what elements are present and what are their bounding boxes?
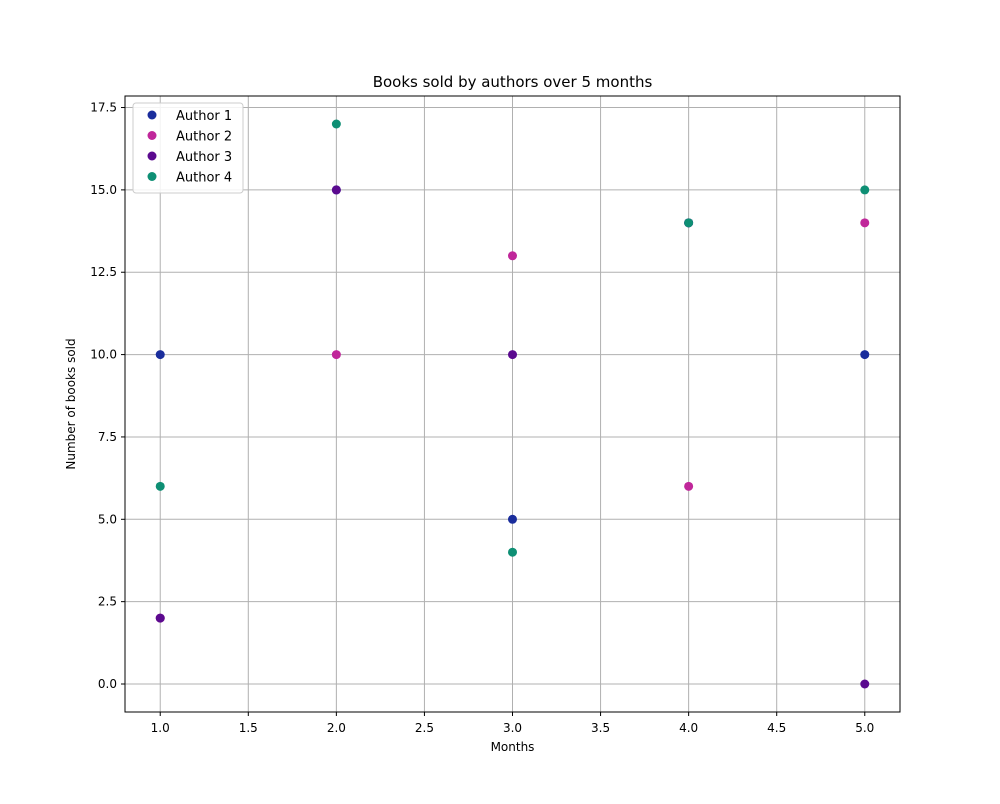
x-tick-label: 3.0 — [503, 721, 522, 735]
data-point — [508, 514, 517, 524]
chart-title: Books sold by authors over 5 months — [373, 73, 653, 91]
data-points — [155, 119, 870, 689]
y-axis-label: Number of books sold — [64, 338, 78, 469]
x-tick-label: 4.0 — [679, 721, 698, 735]
x-tick-label: 1.5 — [239, 721, 258, 735]
y-tick-label: 7.5 — [98, 430, 117, 444]
x-axis-label: Months — [491, 740, 535, 754]
x-tick-label: 5.0 — [855, 721, 874, 735]
legend-marker — [147, 131, 157, 140]
x-tick-label: 2.5 — [415, 721, 434, 735]
data-point — [331, 350, 341, 360]
data-point — [155, 350, 165, 360]
data-point — [508, 251, 517, 261]
x-tick-label: 2.0 — [327, 721, 346, 735]
y-tick-label: 2.5 — [98, 595, 117, 609]
legend-frame — [132, 102, 244, 194]
data-point — [155, 613, 165, 623]
legend: Author 1 Author 2 Author 3 Author 4 — [132, 102, 244, 194]
data-point — [508, 547, 517, 557]
legend-label: Author 1 — [176, 109, 232, 124]
x-tick-label: 4.5 — [767, 721, 786, 735]
data-point — [331, 185, 341, 195]
legend-marker — [147, 172, 157, 181]
y-tick-label: 5.0 — [98, 512, 117, 526]
data-point — [508, 350, 517, 360]
y-tick-label: 15.0 — [90, 183, 117, 197]
y-tick-label: 0.0 — [98, 677, 117, 691]
data-point — [684, 481, 694, 491]
data-point — [860, 679, 870, 689]
y-tick-label: 17.5 — [90, 101, 117, 115]
legend-label: Author 2 — [176, 130, 232, 145]
data-point — [684, 218, 694, 228]
data-point — [331, 119, 341, 129]
y-tick-label: 10.0 — [90, 348, 117, 362]
data-point — [155, 481, 165, 491]
x-tick-label: 1.0 — [151, 721, 170, 735]
plot-area-frame — [124, 95, 901, 713]
data-point — [860, 218, 870, 228]
y-tick-label: 12.5 — [90, 265, 117, 279]
data-point — [860, 350, 870, 360]
legend-marker — [147, 110, 157, 120]
legend-label: Author 3 — [176, 150, 232, 165]
axis-ticks: 1.0 1.5 2.0 2.5 3.0 3.5 4.0 4.5 5.0 0.0 2.5 5.0 7.5 1… — [90, 101, 874, 735]
legend-marker — [147, 151, 157, 161]
data-point — [860, 185, 870, 195]
legend-label: Author 4 — [176, 171, 232, 186]
x-tick-label: 3.5 — [591, 721, 610, 735]
